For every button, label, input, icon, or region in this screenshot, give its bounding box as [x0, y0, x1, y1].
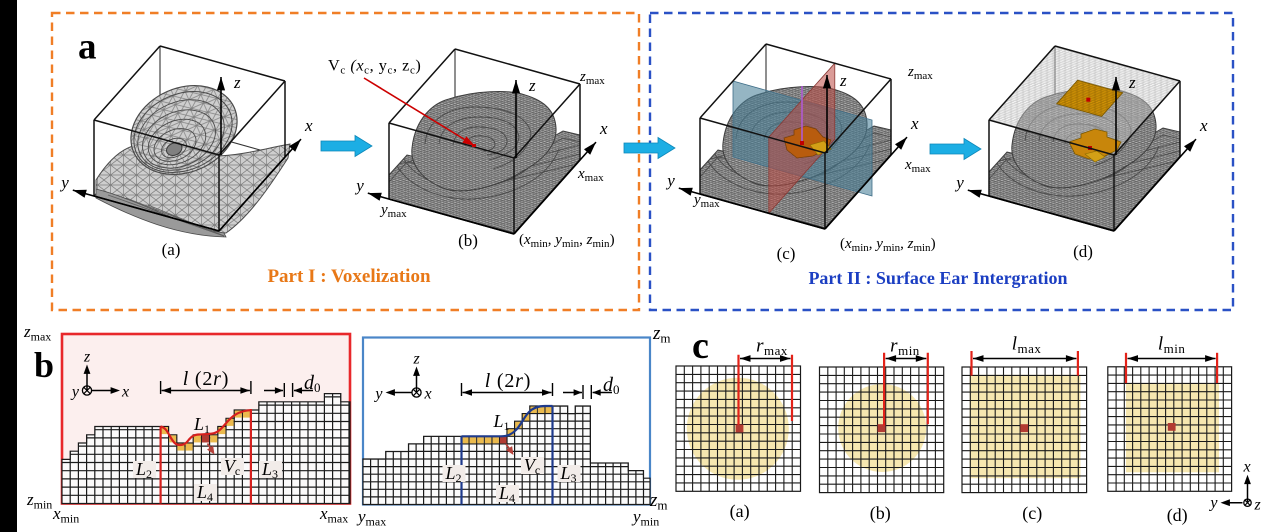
svg-text:z: z: [233, 73, 241, 92]
svg-text:xmax: xmax: [904, 157, 931, 175]
svg-text:l (2r): l (2r): [485, 370, 531, 392]
svg-text:x: x: [304, 116, 313, 135]
svg-text:(b): (b): [458, 231, 478, 250]
svg-text:y: y: [665, 171, 675, 190]
svg-text:l (2r): l (2r): [183, 368, 229, 390]
svg-text:y: y: [354, 176, 364, 195]
svg-text:(a): (a): [162, 240, 181, 259]
svg-text:(b): (b): [870, 503, 891, 524]
svg-text:zmax: zmax: [907, 64, 933, 82]
svg-text:y: y: [70, 384, 80, 401]
svg-text:a: a: [78, 27, 97, 68]
svg-text:y: y: [59, 173, 69, 192]
svg-text:x: x: [121, 384, 129, 401]
svg-text:z: z: [83, 349, 91, 366]
svg-text:x: x: [1199, 116, 1208, 135]
svg-text:zmax: zmax: [579, 69, 605, 87]
svg-text:x: x: [910, 114, 919, 133]
svg-text:(a): (a): [730, 501, 750, 522]
svg-text:y: y: [954, 173, 964, 192]
svg-text:b: b: [34, 345, 54, 385]
svg-text:(d): (d): [1073, 242, 1093, 261]
svg-text:ymax: ymax: [692, 192, 720, 210]
svg-text:Vc (xc, yc, zc): Vc (xc, yc, zc): [328, 56, 421, 77]
svg-text:x: x: [599, 119, 608, 138]
svg-text:x: x: [424, 386, 432, 403]
svg-text:z: z: [1128, 73, 1136, 92]
svg-text:x: x: [1243, 459, 1251, 476]
svg-text:(c): (c): [777, 244, 796, 263]
svg-text:z: z: [839, 71, 847, 90]
svg-text:ymax: ymax: [379, 202, 407, 220]
svg-text:y: y: [373, 386, 383, 403]
svg-text:xmax: xmax: [577, 166, 604, 184]
svg-text:Part II : Surface Ear Intergra: Part II : Surface Ear Intergration: [808, 268, 1067, 288]
svg-text:z: z: [1254, 497, 1262, 514]
svg-text:z: z: [528, 76, 536, 95]
svg-text:(d): (d): [1167, 505, 1188, 526]
svg-text:(c): (c): [1022, 503, 1042, 524]
svg-text:y: y: [1208, 495, 1218, 512]
svg-text:Part I : Voxelization: Part I : Voxelization: [267, 266, 431, 287]
svg-text:z: z: [413, 351, 421, 368]
svg-text:c: c: [692, 325, 709, 367]
